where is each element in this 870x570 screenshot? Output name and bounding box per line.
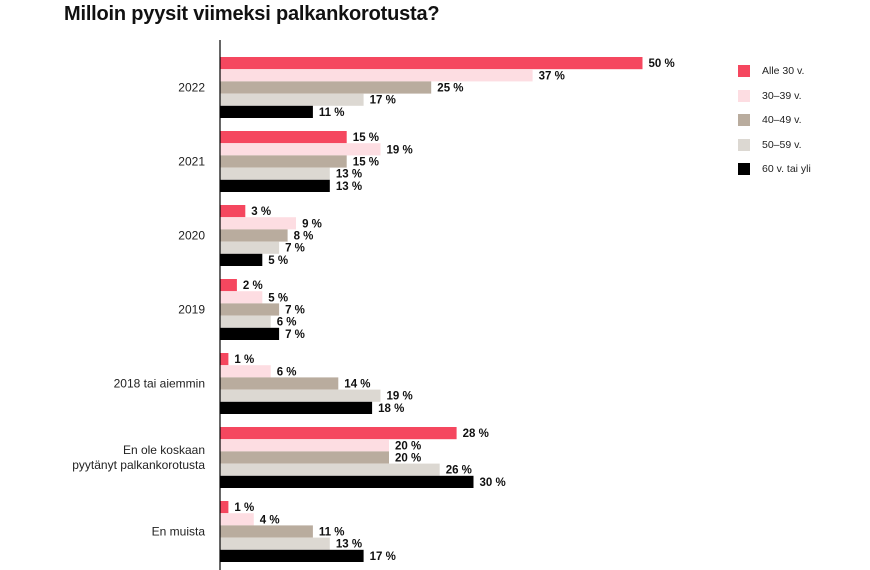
bar xyxy=(220,57,643,70)
legend-swatch xyxy=(738,138,750,151)
data-label: 50 % xyxy=(649,58,675,70)
bar xyxy=(220,253,263,266)
legend-item: 40–49 v. xyxy=(738,108,811,133)
bar xyxy=(220,537,330,550)
bar xyxy=(220,143,381,156)
legend-label: 30–39 v. xyxy=(762,89,802,102)
bar xyxy=(220,327,280,340)
bar xyxy=(220,241,280,254)
data-label: 11 % xyxy=(319,527,345,539)
legend-item: 50–59 v. xyxy=(738,133,811,158)
bars-group: 50 %37 %25 %17 %11 %15 %19 %15 %13 %13 %… xyxy=(220,57,675,563)
legend-label: Alle 30 v. xyxy=(762,65,805,78)
legend-label: 50–59 v. xyxy=(762,138,802,151)
bar xyxy=(220,427,457,440)
data-label: 30 % xyxy=(480,477,506,489)
legend-label: 40–49 v. xyxy=(762,114,802,127)
data-label: 20 % xyxy=(395,440,421,452)
data-label: 7 % xyxy=(285,305,305,317)
bar xyxy=(220,93,364,106)
data-label: 13 % xyxy=(336,169,362,181)
bar xyxy=(220,501,229,514)
bar xyxy=(220,179,330,192)
data-label: 17 % xyxy=(370,95,396,107)
bar xyxy=(220,315,271,328)
bar xyxy=(220,439,389,452)
legend-item: 60 v. tai yli xyxy=(738,157,811,182)
category-labels: 2022 2021 2020 2019 2018 tai aiemmin En ole k… xyxy=(72,81,205,539)
data-label: 5 % xyxy=(268,255,288,267)
data-label: 2 % xyxy=(243,280,263,292)
data-label: 3 % xyxy=(251,206,271,218)
bar xyxy=(220,525,313,538)
data-label: 20 % xyxy=(395,453,421,465)
legend: Alle 30 v. 30–39 v. 40–49 v. 50–59 v. 60 v. … xyxy=(738,59,811,182)
legend-item: 30–39 v. xyxy=(738,84,811,109)
category-label: 2021 xyxy=(178,155,205,169)
bar xyxy=(220,303,280,316)
category-label: 2019 xyxy=(178,303,205,317)
data-label: 13 % xyxy=(336,539,362,551)
bar xyxy=(220,155,347,168)
bar xyxy=(220,279,237,292)
bar xyxy=(220,475,474,488)
data-label: 7 % xyxy=(285,243,305,255)
data-label: 1 % xyxy=(234,354,254,366)
data-label: 14 % xyxy=(344,379,370,391)
data-label: 15 % xyxy=(353,132,379,144)
category-label: En ole koskaan pyytänyt palkankorotusta xyxy=(72,443,205,472)
data-label: 11 % xyxy=(319,107,345,119)
category-label: 2018 tai aiemmin xyxy=(114,377,205,391)
data-label: 18 % xyxy=(378,403,404,415)
bar xyxy=(220,217,296,230)
data-label: 17 % xyxy=(370,551,396,563)
bar xyxy=(220,401,373,414)
legend-swatch xyxy=(738,114,750,127)
bar xyxy=(220,463,440,476)
data-label: 9 % xyxy=(302,218,322,230)
bar xyxy=(220,229,288,242)
data-label: 13 % xyxy=(336,181,362,193)
bar xyxy=(220,365,271,378)
bar xyxy=(220,389,381,402)
data-label: 25 % xyxy=(437,83,463,95)
data-label: 6 % xyxy=(277,317,297,329)
legend-label: 60 v. tai yli xyxy=(762,163,811,176)
bar xyxy=(220,105,313,118)
bar xyxy=(220,167,330,180)
data-label: 15 % xyxy=(353,157,379,169)
bar xyxy=(220,69,533,82)
data-label: 4 % xyxy=(260,514,280,526)
data-label: 26 % xyxy=(446,465,472,477)
legend-swatch xyxy=(738,163,750,176)
legend-item: Alle 30 v. xyxy=(738,59,811,84)
bar xyxy=(220,353,229,366)
bar xyxy=(220,549,364,562)
data-label: 19 % xyxy=(387,144,413,156)
bar xyxy=(220,131,347,144)
legend-swatch xyxy=(738,65,750,78)
bar xyxy=(220,81,432,94)
category-label: 2022 xyxy=(178,81,205,95)
legend-swatch xyxy=(738,89,750,102)
data-label: 5 % xyxy=(268,292,288,304)
data-label: 8 % xyxy=(294,231,314,243)
data-label: 37 % xyxy=(539,70,565,82)
bar xyxy=(220,205,246,218)
bar xyxy=(220,291,263,304)
bar xyxy=(220,377,339,390)
data-label: 7 % xyxy=(285,329,305,341)
category-label: 2020 xyxy=(178,229,205,243)
category-label: En muista xyxy=(152,525,206,539)
data-label: 6 % xyxy=(277,366,297,378)
chart-title: Milloin pyysit viimeksi palkankorotusta? xyxy=(64,3,440,25)
bar xyxy=(220,513,254,526)
data-label: 19 % xyxy=(387,391,413,403)
data-label: 28 % xyxy=(463,428,489,440)
bar xyxy=(220,451,389,464)
data-label: 1 % xyxy=(234,502,254,514)
